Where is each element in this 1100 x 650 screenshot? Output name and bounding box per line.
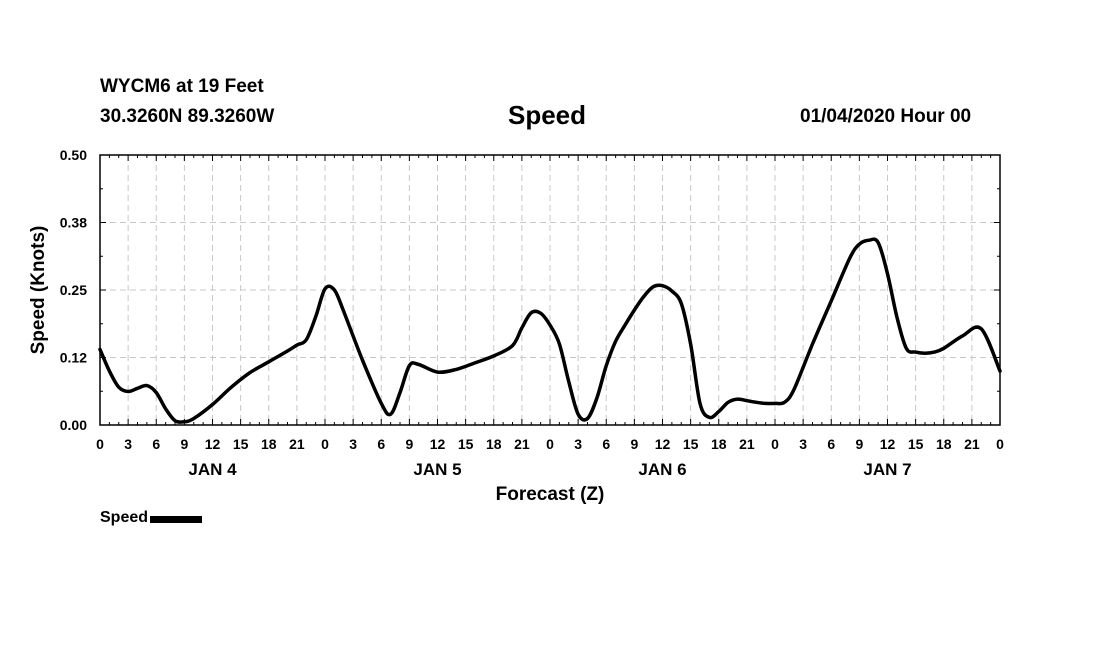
x-tick-label: 12 <box>205 436 221 452</box>
x-tick-label: 0 <box>96 436 104 452</box>
x-tick-label: 9 <box>180 436 188 452</box>
x-tick-label: 6 <box>152 436 160 452</box>
x-tick-label: 21 <box>964 436 980 452</box>
day-label: JAN 4 <box>188 460 237 479</box>
x-tick-label: 18 <box>711 436 727 452</box>
x-tick-label: 0 <box>771 436 779 452</box>
day-label: JAN 7 <box>863 460 911 479</box>
forecast-run-time: 01/04/2020 Hour 00 <box>800 106 972 127</box>
x-tick-label: 18 <box>486 436 502 452</box>
x-tick-label: 15 <box>233 436 249 452</box>
x-tick-label: 15 <box>683 436 699 452</box>
x-tick-label: 18 <box>261 436 277 452</box>
day-labels: JAN 4 JAN 5 JAN 6 JAN 7 <box>188 460 911 479</box>
x-axis-label: Forecast (Z) <box>496 484 605 505</box>
x-tick-label: 9 <box>405 436 413 452</box>
grid-lines <box>100 155 1000 425</box>
y-tick-label: 0.38 <box>60 215 87 231</box>
y-tick-labels: 0.00 0.12 0.25 0.38 0.50 <box>60 147 87 433</box>
speed-series-line <box>98 237 1002 424</box>
x-tick-label: 9 <box>630 436 638 452</box>
station-name: WYCM6 at 19 Feet <box>100 76 264 97</box>
x-tick-label: 3 <box>574 436 582 452</box>
x-tick-label: 12 <box>430 436 446 452</box>
chart-title: Speed <box>508 100 587 130</box>
x-tick-label: 18 <box>936 436 952 452</box>
legend-label: Speed <box>100 509 149 526</box>
x-tick-label: 6 <box>827 436 835 452</box>
x-tick-label: 15 <box>458 436 474 452</box>
day-label: JAN 5 <box>413 460 461 479</box>
x-tick-label: 6 <box>602 436 610 452</box>
axis-ticks <box>99 154 1001 426</box>
x-tick-labels: 0 3 6 9 12 15 18 21 0 3 6 9 12 15 18 21 0 3 6 9 12 15 18 21 0 3 6 9… <box>96 436 1004 452</box>
x-tick-label: 9 <box>855 436 863 452</box>
x-tick-label: 0 <box>546 436 554 452</box>
x-tick-label: 3 <box>124 436 132 452</box>
x-tick-label: 6 <box>377 436 385 452</box>
legend-swatch <box>150 516 203 523</box>
x-tick-label: 15 <box>908 436 924 452</box>
y-tick-label: 0.00 <box>60 417 87 433</box>
y-tick-label: 0.50 <box>60 147 87 163</box>
x-tick-label: 3 <box>349 436 357 452</box>
x-tick-label: 3 <box>799 436 807 452</box>
y-tick-label: 0.25 <box>60 282 87 298</box>
y-tick-label: 0.12 <box>60 350 87 366</box>
x-tick-label: 0 <box>996 436 1004 452</box>
y-axis-label: Speed (Knots) <box>28 226 49 355</box>
x-tick-label: 21 <box>289 436 305 452</box>
x-tick-label: 0 <box>321 436 329 452</box>
day-label: JAN 6 <box>638 460 686 479</box>
x-tick-label: 21 <box>514 436 530 452</box>
x-tick-label: 12 <box>655 436 671 452</box>
x-tick-label: 12 <box>880 436 896 452</box>
legend: Speed <box>100 509 203 527</box>
x-tick-label: 21 <box>739 436 755 452</box>
station-coordinates: 30.3260N 89.3260W <box>100 106 275 127</box>
